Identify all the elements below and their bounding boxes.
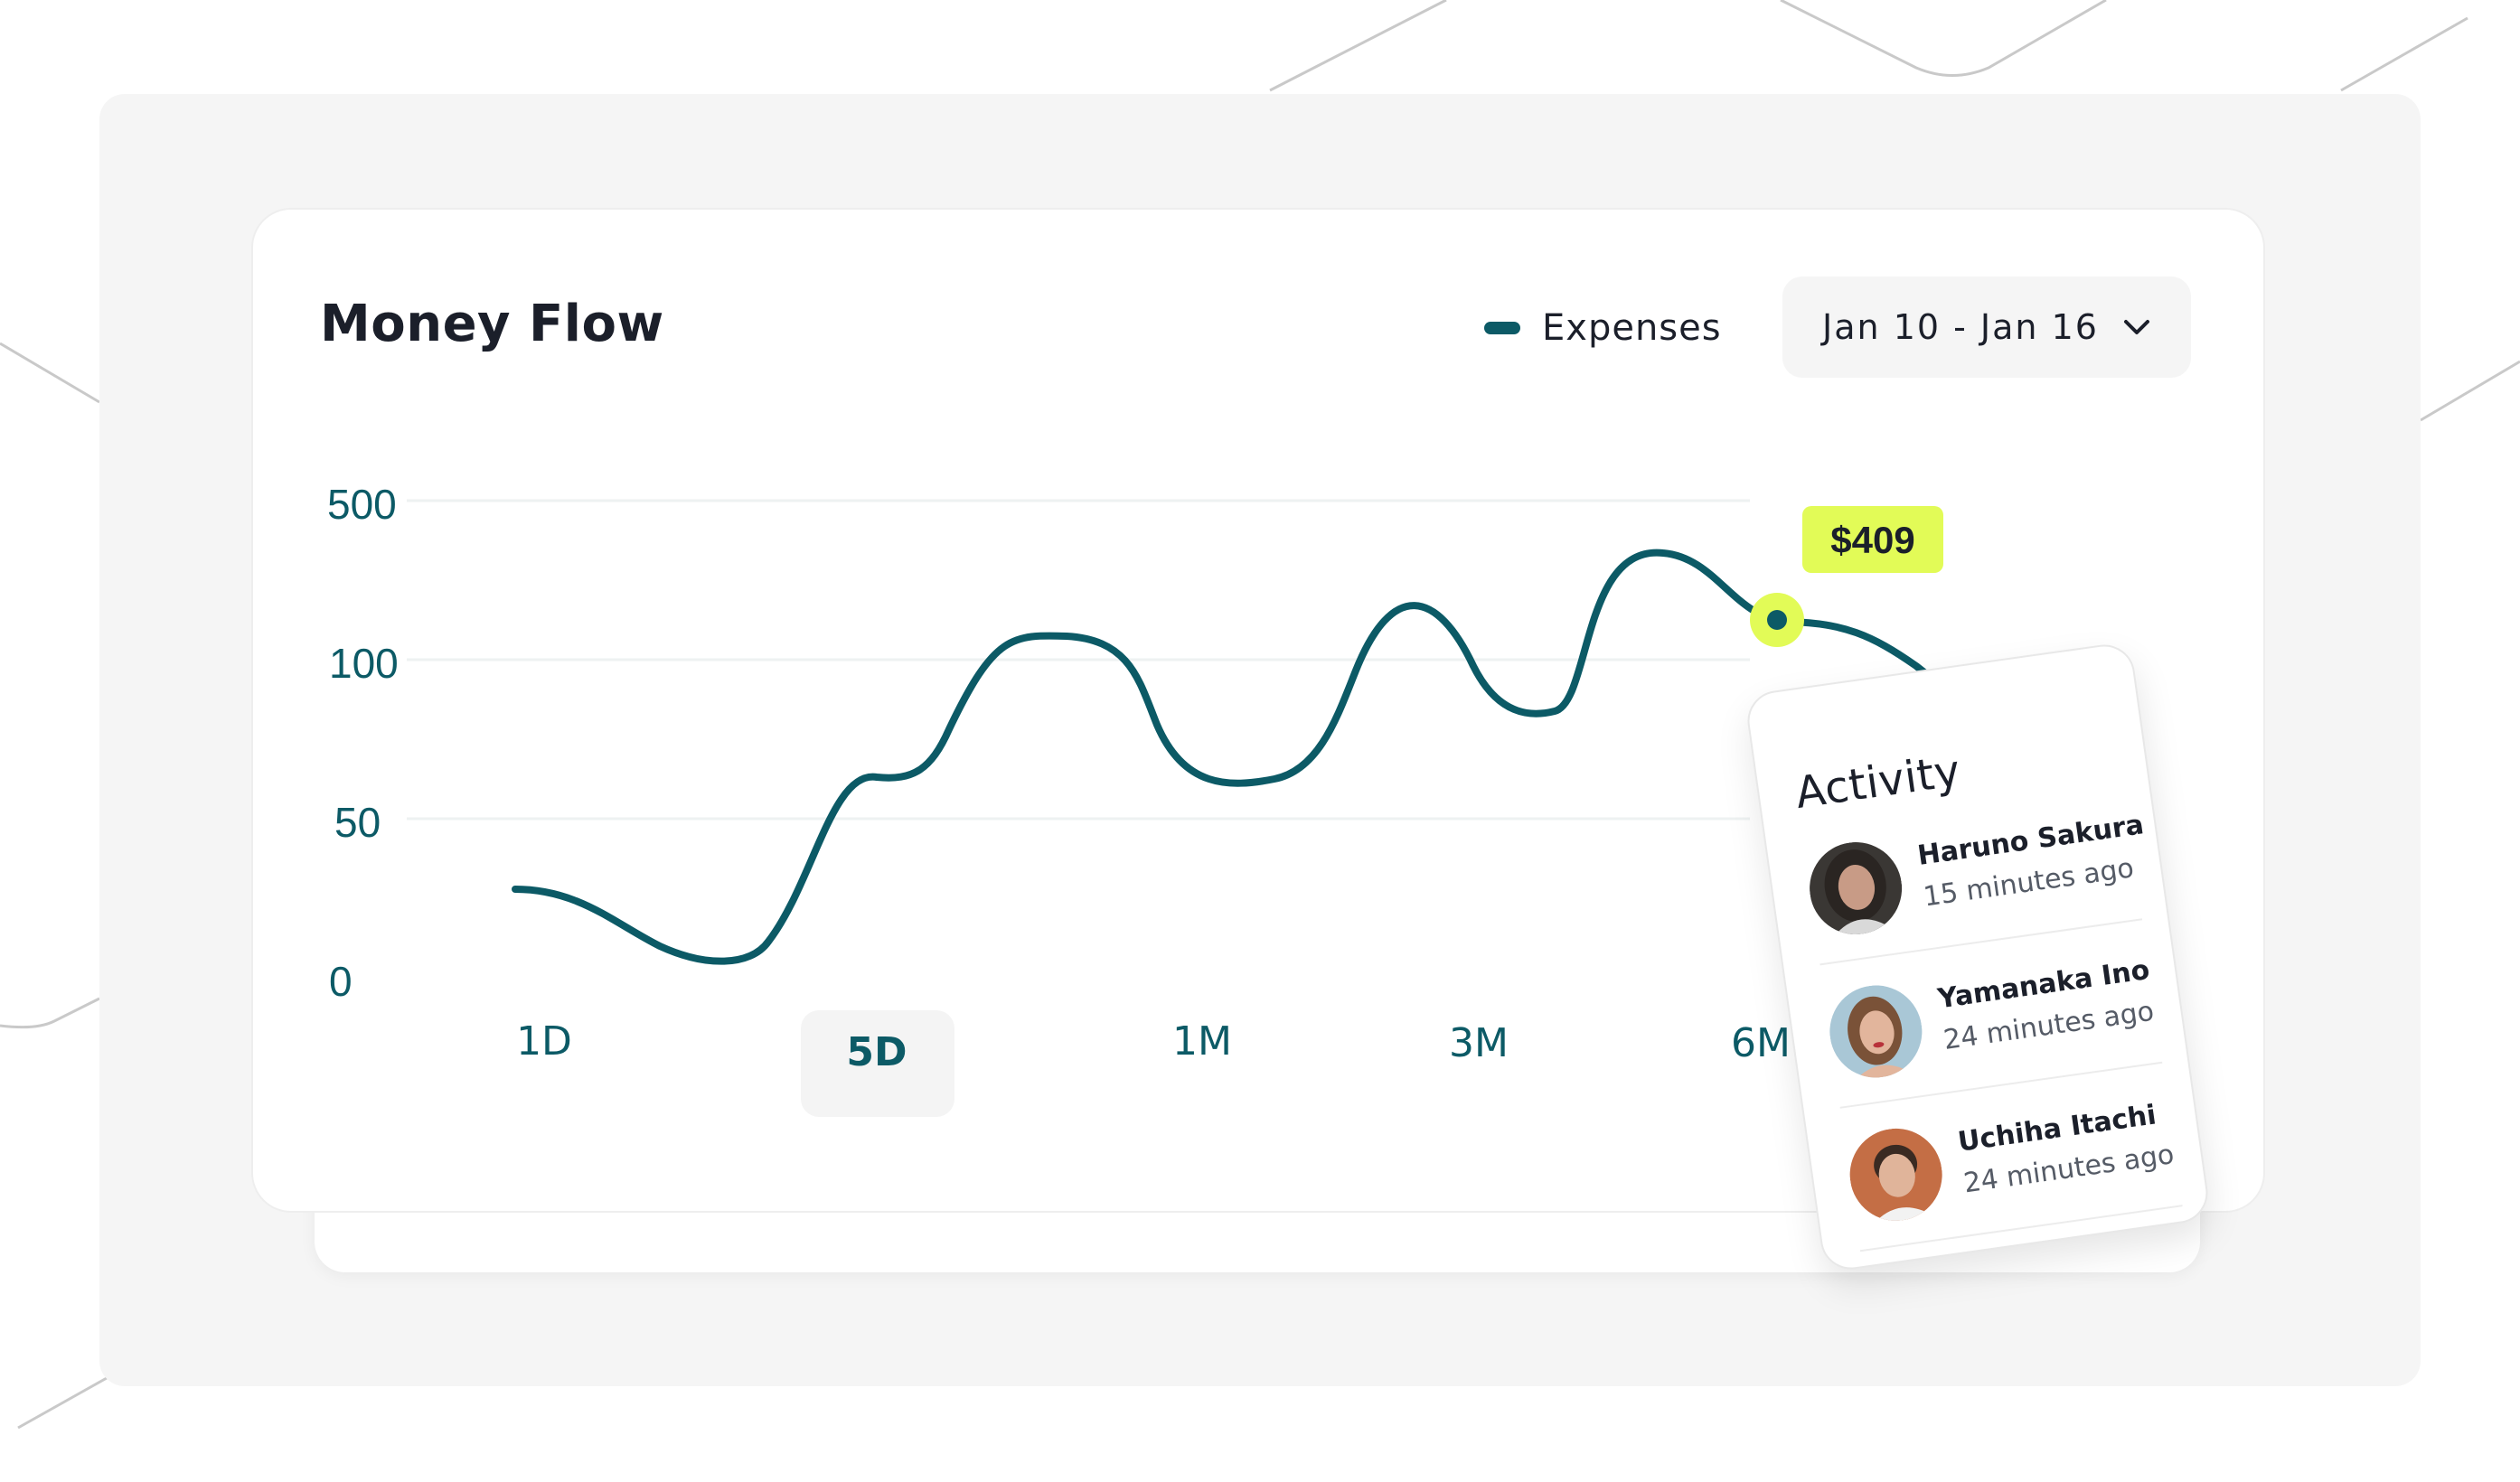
tab-6m[interactable]: 6M: [1731, 1019, 1791, 1066]
money-flow-chart: 500 100 50 0 $409: [327, 481, 2028, 1005]
card-title: Money Flow: [320, 295, 664, 353]
activity-item[interactable]: Yamanaka Ino 24 minutes ago: [1823, 947, 2163, 1111]
value-tooltip-label: $409: [1830, 519, 1914, 561]
tab-1m[interactable]: 1M: [1172, 1018, 1232, 1065]
y-tick-label: 50: [334, 799, 381, 846]
activity-title: Activity: [1791, 745, 1964, 819]
y-tick-label: 0: [329, 958, 353, 1005]
legend-swatch: [1484, 322, 1520, 334]
tab-5d[interactable]: 5D: [846, 1028, 907, 1075]
highlight-point: [1767, 610, 1787, 630]
tab-1d[interactable]: 1D: [516, 1018, 572, 1065]
value-tooltip: [1802, 506, 1943, 573]
y-tick-label: 100: [329, 640, 399, 687]
activity-card: Activity Haruno Sakura 15 minutes ago Ya…: [1744, 641, 2212, 1273]
y-tick-label: 500: [327, 481, 397, 528]
date-range-label: Jan 10 - Jan 16: [1822, 307, 2099, 347]
avatar: [1823, 979, 1928, 1084]
legend-label: Expenses: [1542, 307, 1722, 349]
activity-item[interactable]: Haruno Sakura 15 minutes ago: [1803, 804, 2146, 968]
chevron-down-icon: [2123, 320, 2149, 334]
avatar: [1844, 1122, 1949, 1227]
tab-3m[interactable]: 3M: [1449, 1019, 1509, 1066]
y-axis-labels: 500 100 50 0: [327, 481, 399, 1005]
date-range-dropdown[interactable]: Jan 10 - Jan 16: [1782, 277, 2191, 378]
expenses-series-line: [512, 549, 2028, 965]
avatar: [1803, 836, 1908, 941]
grid-lines: [407, 499, 1750, 821]
chart-legend: Expenses: [1484, 305, 1722, 351]
activity-item[interactable]: Uchiha Itachi 24 minutes ago: [1844, 1090, 2183, 1253]
